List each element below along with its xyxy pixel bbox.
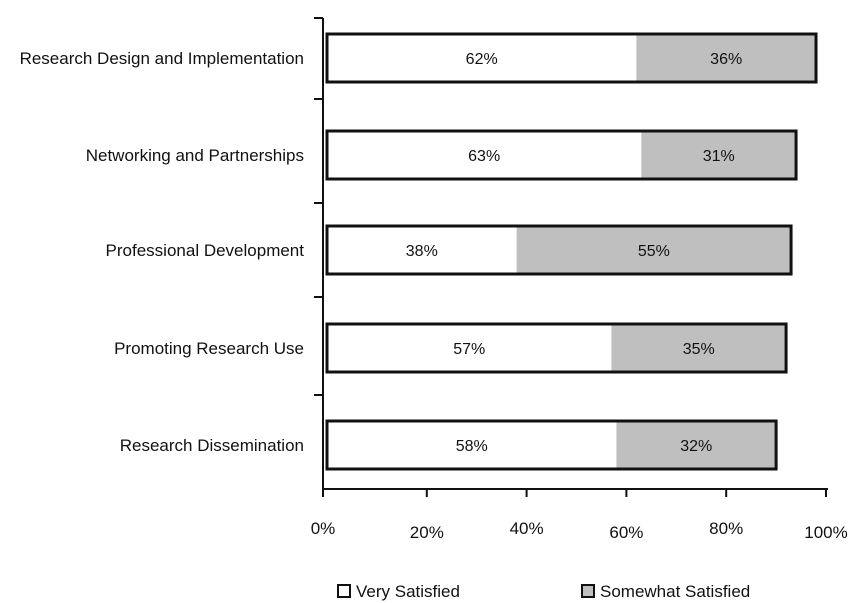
bar-segment-somewhat-satisfied	[516, 226, 792, 274]
data-label: 58%	[456, 438, 488, 455]
data-label: 63%	[468, 148, 500, 165]
bar-outline	[325, 224, 793, 276]
axes-layer	[314, 17, 828, 497]
data-label: 35%	[683, 341, 715, 358]
bars-layer	[325, 32, 818, 471]
bar-segment-somewhat-satisfied	[636, 34, 817, 82]
bar-outline	[325, 129, 798, 181]
data-label: 38%	[406, 243, 438, 260]
x-tick-label: 40%	[510, 519, 544, 538]
x-tick-label: 0%	[311, 519, 336, 538]
bar-outline	[325, 322, 788, 374]
labels-layer: 62% 36% Research Design and Implementation…	[20, 49, 848, 542]
x-tick-label: 80%	[709, 519, 743, 538]
bar-segment-somewhat-satisfied	[641, 131, 797, 179]
legend-label: Somewhat Satisfied	[600, 582, 750, 601]
data-label: 62%	[466, 51, 498, 68]
bar-segment-very-satisfied	[327, 226, 517, 274]
data-label: 57%	[453, 341, 485, 358]
bar-outline	[325, 419, 778, 471]
x-tick-label: 100%	[804, 523, 847, 542]
category-label: Research Design and Implementation	[20, 49, 304, 68]
legend-swatch-very-satisfied	[337, 584, 351, 598]
category-label: Promoting Research Use	[114, 339, 304, 358]
bar-segment-very-satisfied	[327, 34, 637, 82]
bar-segment-very-satisfied	[327, 324, 612, 372]
data-label: 32%	[680, 438, 712, 455]
category-label: Research Dissemination	[120, 436, 304, 455]
bar-segment-very-satisfied	[327, 421, 617, 469]
data-label: 55%	[638, 243, 670, 260]
x-tick-label: 60%	[609, 523, 643, 542]
legend: Very Satisfied Somewhat Satisfied	[337, 582, 750, 601]
data-label: 31%	[703, 148, 735, 165]
category-label: Networking and Partnerships	[86, 146, 304, 165]
legend-swatch-somewhat-satisfied	[581, 584, 595, 598]
data-label: 36%	[710, 51, 742, 68]
x-tick-label: 20%	[410, 523, 444, 542]
bar-segment-very-satisfied	[327, 131, 642, 179]
legend-label: Very Satisfied	[356, 582, 460, 601]
category-label: Professional Development	[106, 241, 305, 260]
bar-segment-somewhat-satisfied	[611, 324, 787, 372]
bar-segment-somewhat-satisfied	[616, 421, 777, 469]
bar-outline	[325, 32, 818, 84]
